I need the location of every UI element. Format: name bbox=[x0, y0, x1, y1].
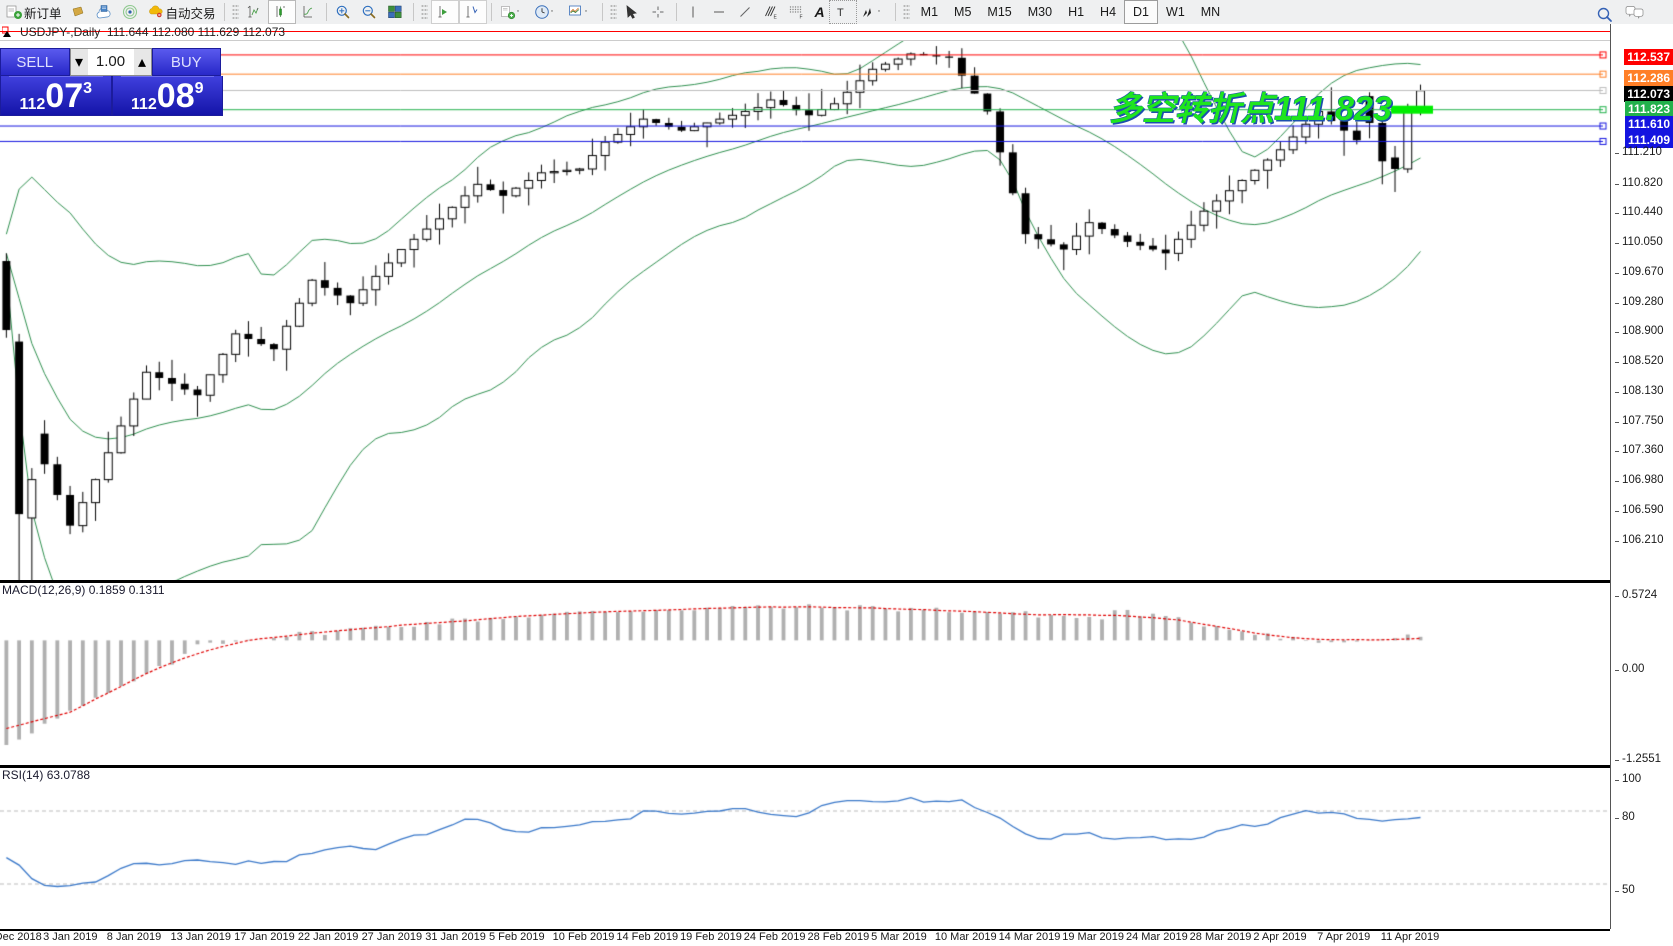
svg-text:E: E bbox=[773, 15, 777, 21]
svg-text:F: F bbox=[799, 15, 802, 21]
svg-text:T: T bbox=[837, 7, 844, 19]
